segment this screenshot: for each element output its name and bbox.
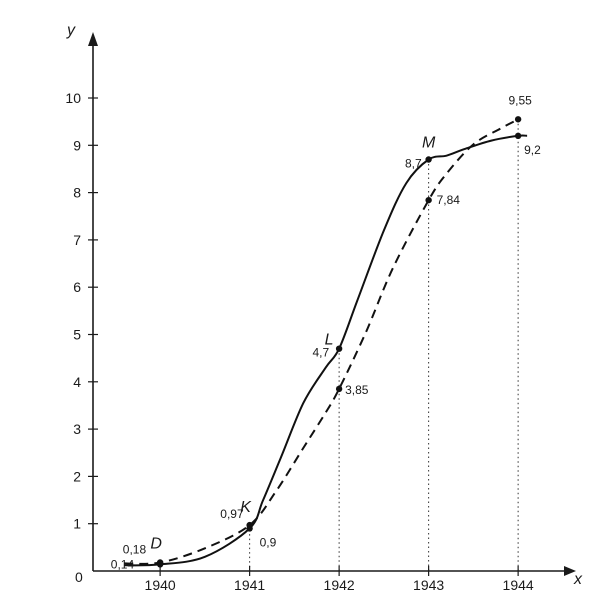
x-tick-label: 1943 (413, 577, 444, 593)
x-tick-label: 1942 (324, 577, 355, 593)
x-tick-label: 1941 (234, 577, 265, 593)
solid-point-value-label: 8,7 (405, 156, 422, 170)
solid-point-value-label: 0,14 (111, 557, 135, 571)
solid-point-value-label: 4,7 (312, 346, 329, 360)
origin-label: 0 (75, 569, 83, 585)
point-name-label: K (240, 499, 252, 516)
x-tick-label: 1940 (145, 577, 176, 593)
y-tick-label: 9 (73, 137, 81, 153)
point-name-label: M (422, 134, 436, 151)
solid-series-point (514, 132, 522, 140)
data-points (156, 116, 522, 568)
dashed-point-value-label: 3,85 (345, 383, 369, 397)
dashed-point-value-label: 0,18 (123, 542, 147, 556)
dashed-point-value-label: 7,84 (437, 193, 461, 207)
dashed-series-point (335, 385, 343, 393)
dashed-point-value-label: 9,55 (508, 93, 532, 107)
guide-lines (249, 119, 519, 571)
solid-series-point (335, 345, 343, 352)
solid-point-value-label: 0,9 (260, 535, 277, 549)
ticks: 1 2 3 4 5 6 7 8 9 10 1940 1941 1942 1943 1944 (65, 90, 533, 593)
solid-point-value-label: 9,2 (524, 143, 541, 157)
dashed-series-point (425, 196, 432, 204)
x-tick-label: 1944 (503, 577, 534, 593)
y-axis-label: y (66, 22, 76, 39)
dashed-point-value-label: 0,97 (220, 507, 244, 521)
y-tick-label: 4 (73, 374, 81, 390)
y-tick-label: 8 (73, 185, 81, 201)
y-tick-label: 3 (73, 421, 81, 437)
y-tick-label: 6 (73, 279, 81, 295)
point-name-label: L (325, 332, 334, 349)
axes: x y 0 (66, 22, 583, 588)
x-axis-label: x (573, 571, 583, 588)
x-axis-arrow (564, 566, 576, 576)
y-axis-arrow (88, 32, 98, 46)
data-labels: 0,14 0,9 4,7 8,7 9,2 0,18 0,97 3,85 7,84 9,55 D K L M (111, 93, 541, 571)
dashed-series-point (514, 116, 522, 123)
y-tick-label: 2 (73, 468, 81, 484)
y-tick-label: 1 (73, 516, 81, 532)
y-tick-label: 5 (73, 327, 81, 343)
dashed-series-point (156, 559, 164, 566)
y-tick-label: 7 (73, 232, 81, 248)
point-name-label: D (150, 535, 162, 552)
dashed-series-point (246, 521, 253, 529)
y-tick-label: 10 (65, 90, 81, 106)
dashed-series-line (124, 118, 519, 565)
solid-series-point (425, 156, 432, 163)
